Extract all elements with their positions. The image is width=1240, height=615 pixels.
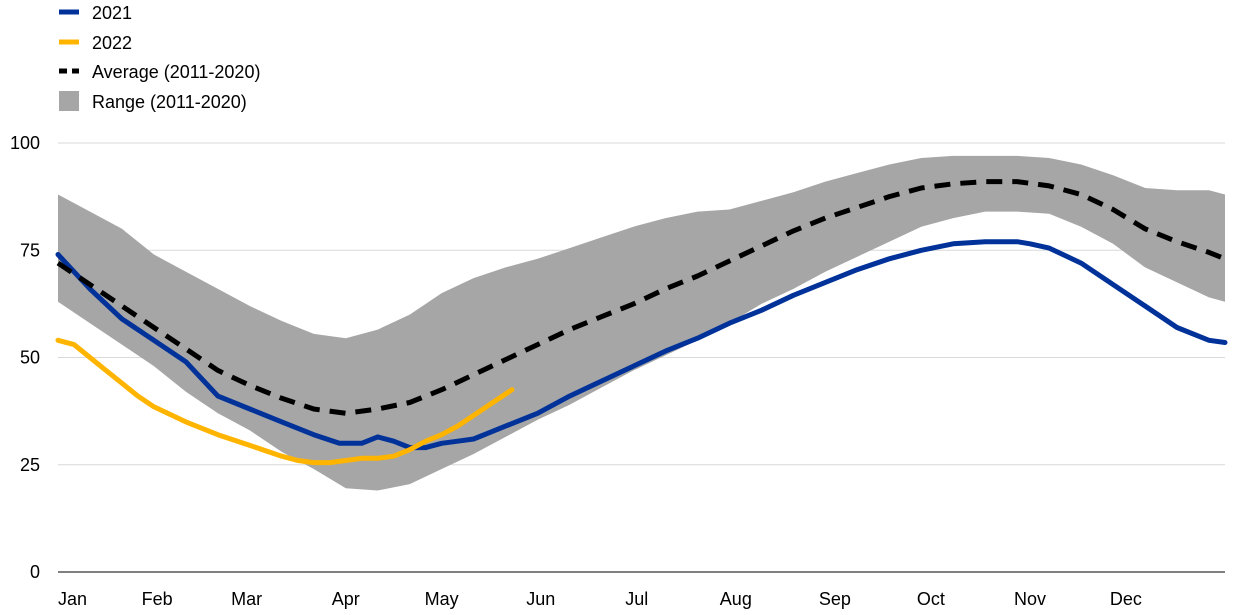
x-tick-label-oct: Oct [917,589,945,609]
legend-label-2021: 2021 [92,3,132,23]
x-tick-label-dec: Dec [1110,589,1142,609]
x-tick-label-apr: Apr [332,589,360,609]
legend-item-2021: 2021 [59,3,132,23]
y-tick-label-0: 0 [30,562,40,582]
x-tick-label-sep: Sep [819,589,851,609]
x-tick-label-jan: Jan [58,589,87,609]
legend-item-range: Range (2011-2020) [59,91,247,112]
legend-swatch-range [59,91,79,111]
y-tick-label-50: 50 [20,348,40,368]
plot-area: 0 25 50 75 100 Jan Feb Mar Apr May Jun Jul Aug Sep Oct… [10,133,1228,609]
x-tick-label-mar: Mar [231,589,262,609]
legend: 2021 2022 Average (2011-2020) Range (201… [59,3,260,112]
legend-label-range: Range (2011-2020) [92,92,247,112]
legend-item-average: Average (2011-2020) [59,62,260,82]
y-tick-label-100: 100 [10,133,40,153]
y-tick-label-75: 75 [20,240,40,260]
y-tick-label-25: 25 [20,455,40,475]
x-tick-label-jun: Jun [526,589,555,609]
series-range-band [58,155,1225,491]
x-tick-label-aug: Aug [720,589,752,609]
x-tick-label-feb: Feb [142,589,173,609]
x-tick-label-nov: Nov [1014,589,1046,609]
series-line-2021 [55,239,1228,451]
x-tick-label-jul: Jul [625,589,648,609]
series-line-2022 [55,337,515,466]
legend-label-2022: 2022 [92,33,132,53]
series-line-average [56,179,1226,416]
legend-label-average: Average (2011-2020) [92,62,260,82]
legend-item-2022: 2022 [59,33,132,53]
x-tick-label-may: May [425,589,459,609]
